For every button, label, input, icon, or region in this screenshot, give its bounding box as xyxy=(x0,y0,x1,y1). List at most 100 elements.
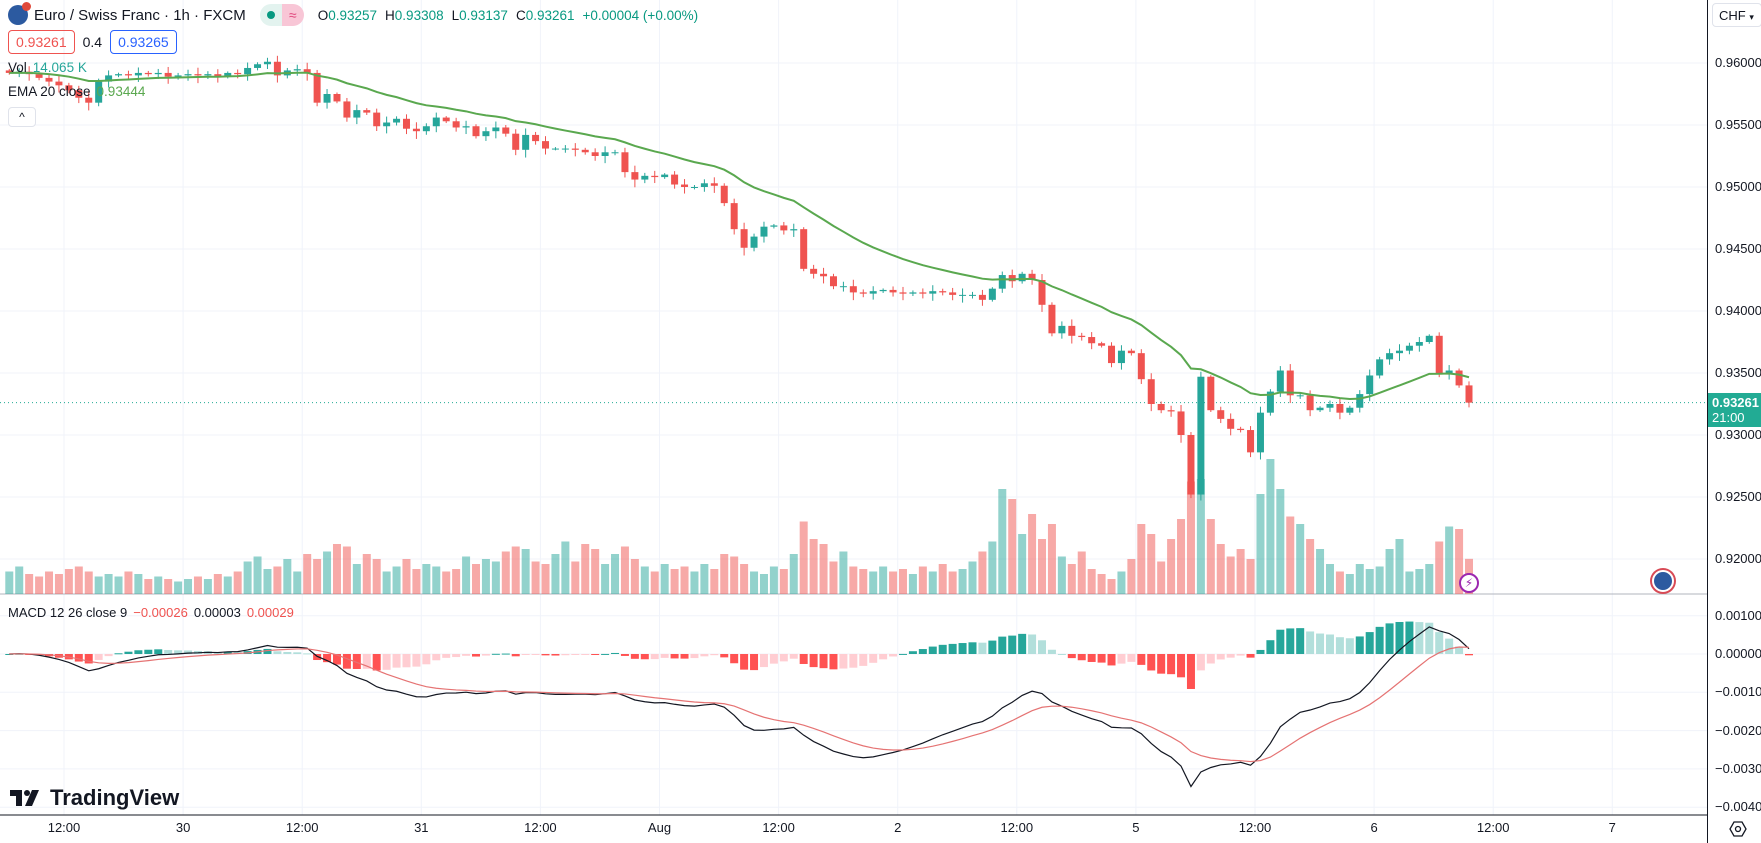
chevron-down-icon: ▾ xyxy=(1749,12,1754,22)
sell-button[interactable]: 0.93261 xyxy=(8,30,75,54)
price-axis[interactable]: 0.96000 0.95500 0.95000 0.94500 0.94000 0.935… xyxy=(1707,0,1761,843)
status-badges[interactable]: ≈ xyxy=(259,4,304,26)
volume-bar xyxy=(879,566,888,594)
time-axis-label: Aug xyxy=(648,820,671,835)
volume-bar xyxy=(64,569,73,594)
volume-legend[interactable]: Vol 14.065 K xyxy=(8,60,87,75)
macd-histogram-bar xyxy=(680,654,689,659)
candle-body xyxy=(949,292,957,295)
candle-body xyxy=(810,268,818,274)
green-dot-icon[interactable] xyxy=(259,4,282,26)
candle-body xyxy=(1197,376,1205,495)
volume-bar xyxy=(1196,479,1205,594)
close-label: C xyxy=(515,7,526,23)
volume-bar xyxy=(571,561,580,594)
symbol-header: Euro / Swiss Franc · 1h · FXCM ≈ O0.9325… xyxy=(8,2,699,26)
macd-histogram-bar xyxy=(1276,629,1285,654)
volume-bar xyxy=(392,566,401,594)
currency-dropdown[interactable]: CHF ▾ xyxy=(1712,3,1761,27)
volume-bar xyxy=(898,569,907,594)
candle-body xyxy=(124,74,132,76)
macd-histogram-bar xyxy=(422,654,431,665)
volume-bar xyxy=(481,559,490,594)
volume-bar xyxy=(114,576,123,594)
candle-body xyxy=(1157,404,1165,411)
settings-icon[interactable] xyxy=(1727,819,1749,839)
tradingview-logo[interactable]: TradingView xyxy=(10,785,179,811)
eu-event-icon[interactable] xyxy=(1652,570,1674,592)
candle-body xyxy=(849,286,857,293)
volume-bar xyxy=(541,564,550,594)
macd-histogram-bar xyxy=(1286,628,1295,654)
macd-label: MACD 12 26 close 9 xyxy=(8,605,128,620)
volume-bar xyxy=(174,581,183,594)
macd-histogram-bar xyxy=(1186,654,1195,689)
candle-body xyxy=(432,117,440,127)
macd-histogram-bar xyxy=(273,651,282,654)
price-axis-label: 0.92000 xyxy=(1715,551,1761,566)
candle-body xyxy=(1346,407,1354,413)
macd-histogram-bar xyxy=(898,653,907,655)
macd-histogram-bar xyxy=(362,654,371,669)
macd-histogram-bar xyxy=(1325,634,1334,654)
volume-bar xyxy=(829,561,838,594)
volume-bar xyxy=(1067,564,1076,594)
price-axis-label: 0.94000 xyxy=(1715,303,1761,318)
candle-body xyxy=(700,183,708,187)
time-axis-label: 12:00 xyxy=(1001,820,1034,835)
volume-bar xyxy=(650,571,659,594)
macd-line xyxy=(9,626,1470,788)
candle-body xyxy=(65,85,73,91)
candle-body xyxy=(1177,411,1185,435)
candle-body xyxy=(1256,412,1264,453)
macd-legend[interactable]: MACD 12 26 close 9 −0.00026 0.00003 0.00… xyxy=(8,605,294,620)
volume-bar xyxy=(293,571,302,594)
candle-body xyxy=(1098,343,1106,346)
volume-bar xyxy=(700,564,709,594)
macd-histogram-bar xyxy=(84,654,93,664)
chart-canvas[interactable]: 12:00 30 12:00 31 12:00 Aug 12:00 2 12:00 5 12:00 6… xyxy=(0,0,1707,843)
price-axis-label: 0.95500 xyxy=(1715,117,1761,132)
macd-histogram-bar xyxy=(1206,654,1215,664)
price-axis-label: 0.93500 xyxy=(1715,365,1761,380)
volume-bar xyxy=(323,551,332,594)
macd-histogram-bar xyxy=(740,654,749,670)
candle-body xyxy=(5,70,13,73)
candle-body xyxy=(532,134,540,142)
replay-badge[interactable]: ≈ xyxy=(281,4,304,26)
volume-bar xyxy=(1306,539,1315,594)
candle-body xyxy=(1247,430,1255,453)
lightning-icon[interactable]: ⚡ xyxy=(1459,573,1479,593)
candle-body xyxy=(929,291,937,294)
change-value: +0.00004 (+0.00%) xyxy=(582,7,699,23)
macd-histogram-bar xyxy=(1067,654,1076,659)
candle-body xyxy=(194,74,202,76)
candle-body xyxy=(859,292,867,294)
candle-body xyxy=(551,148,559,150)
macd-histogram-bar xyxy=(1316,633,1325,654)
macd-histogram-bar xyxy=(908,651,917,654)
candle-body xyxy=(690,187,698,188)
volume-bar xyxy=(491,561,500,594)
macd-histogram-bar xyxy=(154,649,163,654)
buy-button[interactable]: 0.93265 xyxy=(110,30,177,54)
volume-bar xyxy=(948,571,957,594)
ema-label: EMA 20 close xyxy=(8,84,91,99)
collapse-legend-button[interactable]: ^ xyxy=(8,107,36,127)
macd-histogram-bar xyxy=(958,643,967,654)
candle-body xyxy=(1018,273,1026,282)
macd-histogram-bar xyxy=(313,654,322,661)
candle-body xyxy=(244,67,252,75)
symbol-title[interactable]: Euro / Swiss Franc · 1h · FXCM xyxy=(34,6,246,24)
candle-body xyxy=(224,72,232,77)
volume-bar xyxy=(193,576,202,594)
ema-legend[interactable]: EMA 20 close 0.93444 xyxy=(8,84,145,99)
volume-bar xyxy=(1296,524,1305,594)
price-axis-label: 0.95000 xyxy=(1715,179,1761,194)
candle-body xyxy=(740,229,748,248)
time-axis-label: 30 xyxy=(176,820,190,835)
volume-bar xyxy=(1047,524,1056,594)
low-value: 0.93137 xyxy=(459,7,508,23)
candle-body xyxy=(770,225,778,227)
macd-histogram-bar xyxy=(769,654,778,664)
